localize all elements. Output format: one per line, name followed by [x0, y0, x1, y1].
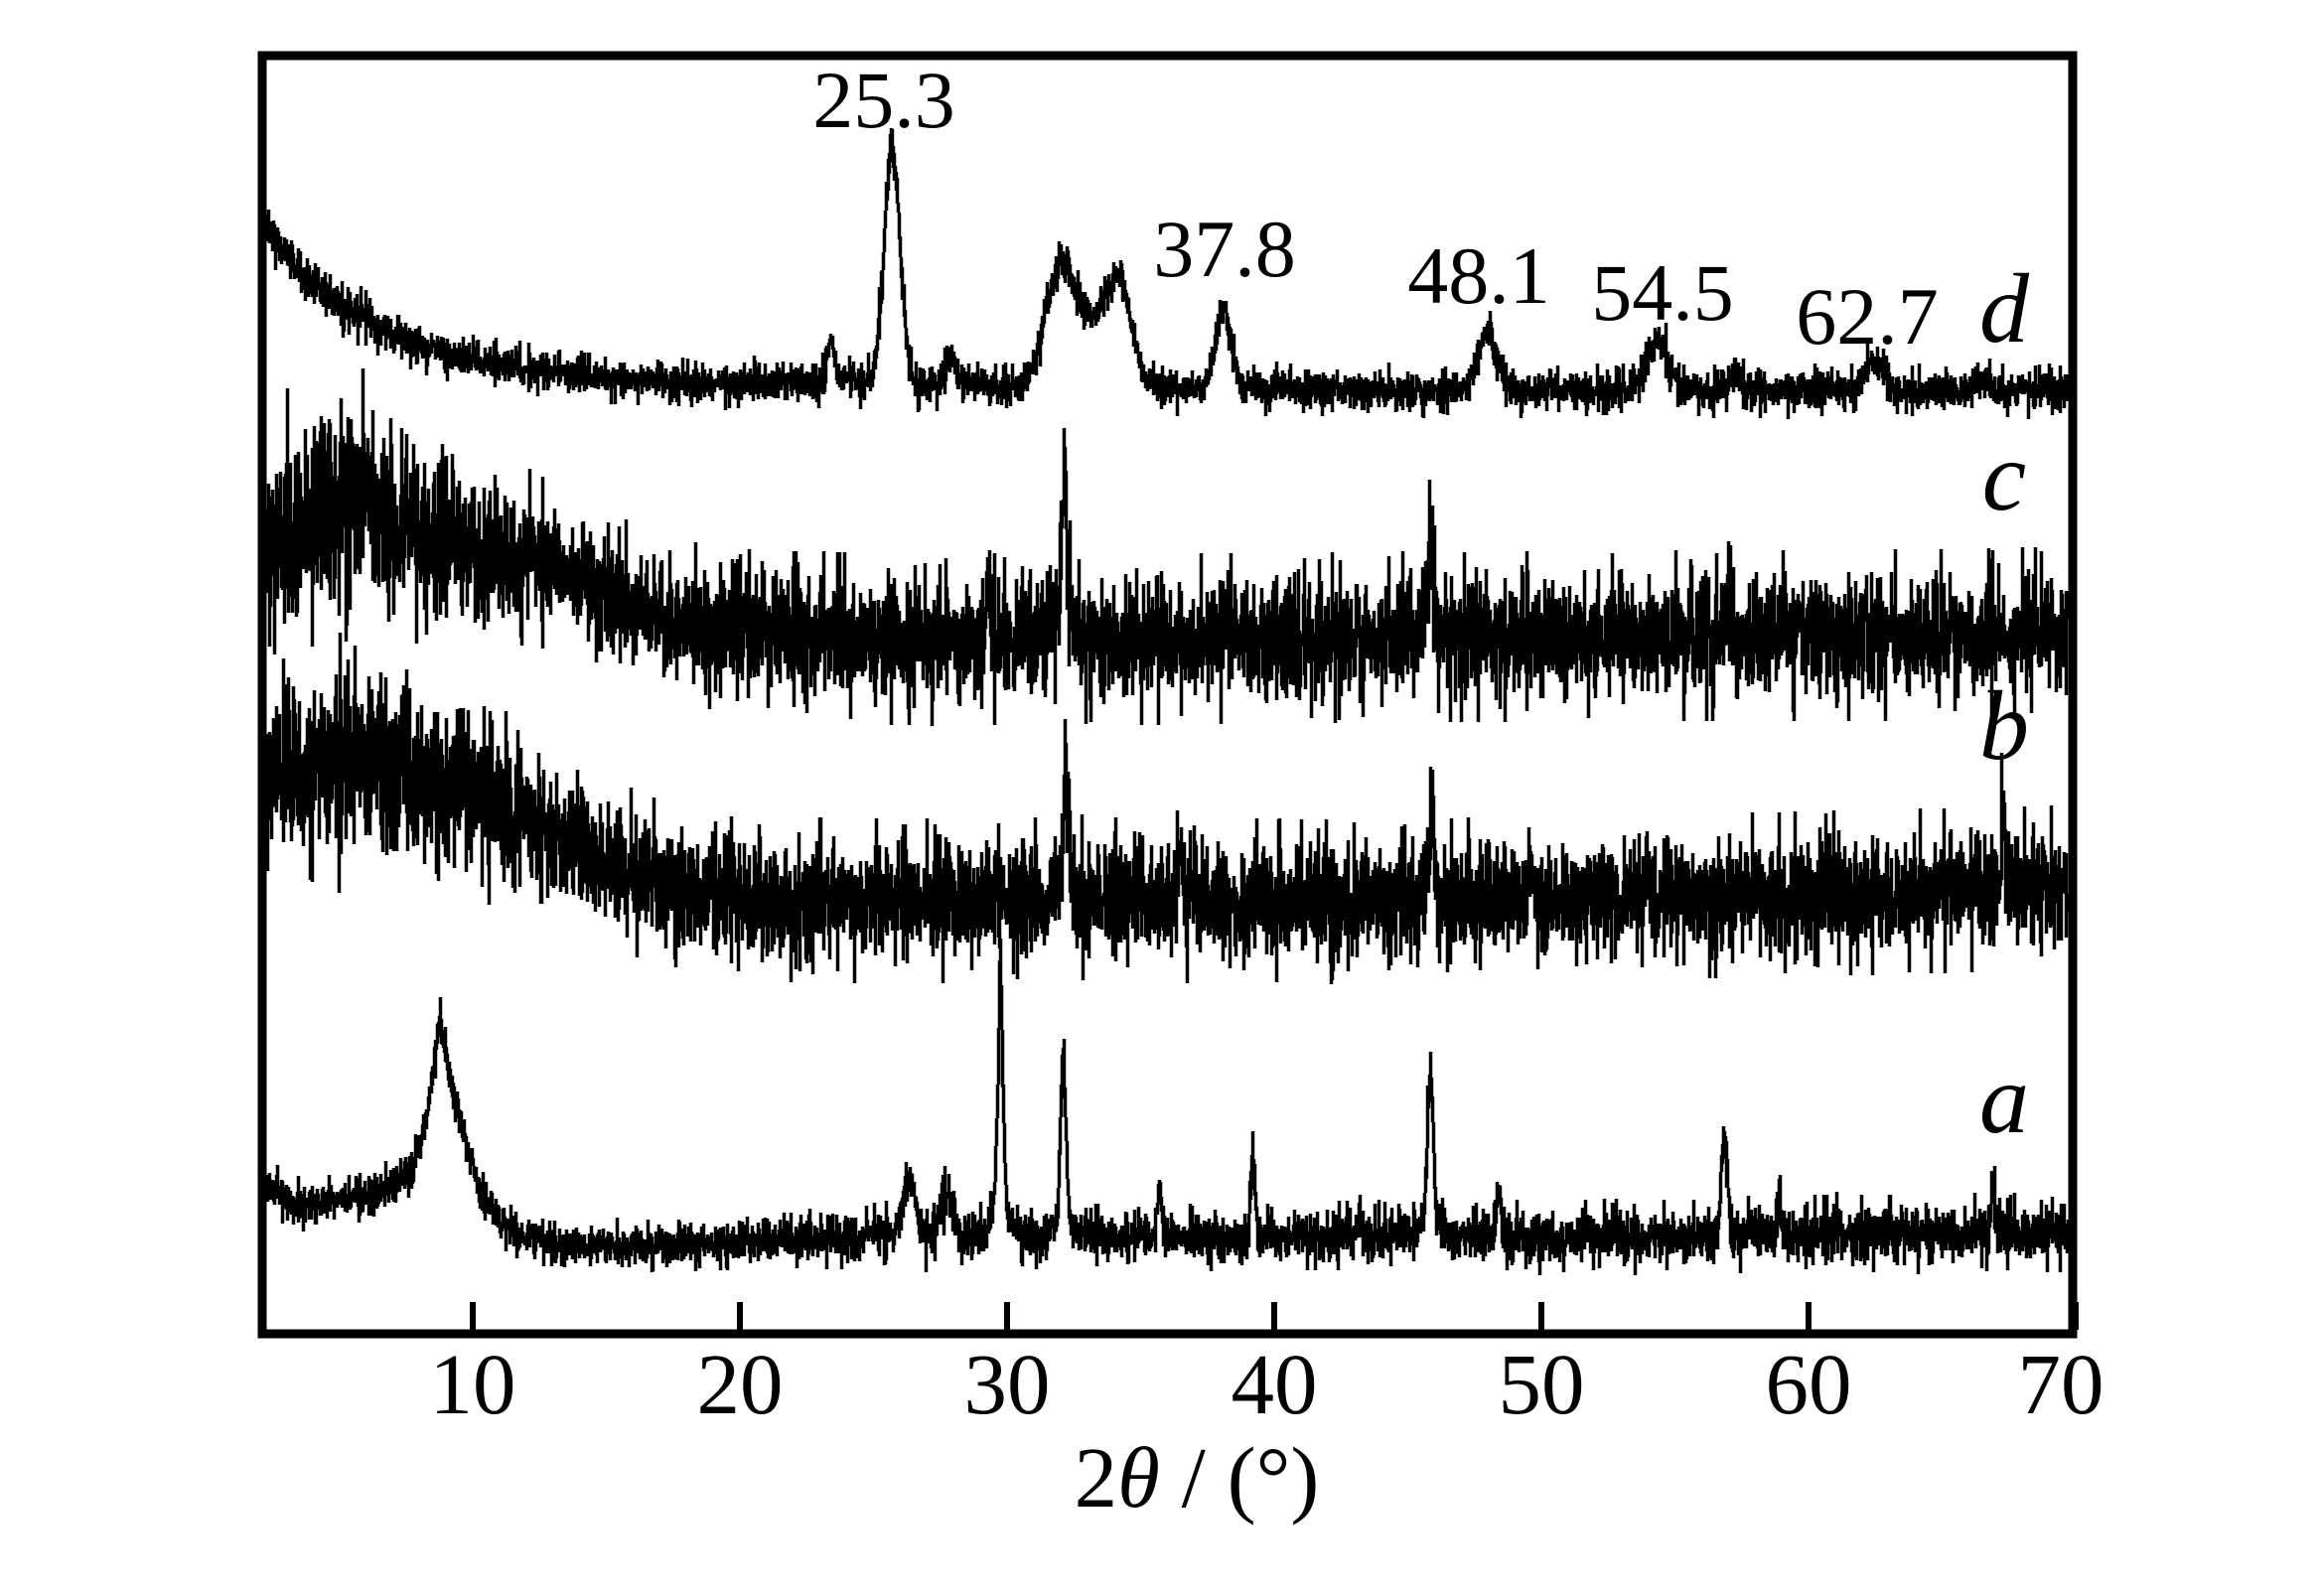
svg-text:60: 60	[1766, 1336, 1852, 1432]
svg-text:37.8: 37.8	[1153, 204, 1296, 294]
svg-text:70: 70	[2018, 1336, 2104, 1432]
svg-text:50: 50	[1499, 1336, 1585, 1432]
svg-text:b: b	[1979, 670, 2029, 781]
svg-text:a: a	[1979, 1044, 2029, 1154]
svg-text:40: 40	[1232, 1336, 1318, 1432]
svg-text:48.1: 48.1	[1407, 230, 1550, 321]
svg-text:2θ / (°): 2θ / (°)	[1075, 1429, 1320, 1525]
svg-text:10: 10	[430, 1336, 516, 1432]
svg-text:20: 20	[697, 1336, 784, 1432]
svg-text:62.7: 62.7	[1796, 271, 1939, 362]
svg-text:25.3: 25.3	[812, 55, 955, 145]
svg-text:54.5: 54.5	[1591, 247, 1734, 338]
svg-text:c: c	[1982, 421, 2026, 531]
svg-text:30: 30	[964, 1336, 1051, 1432]
svg-text:d: d	[1979, 253, 2030, 363]
